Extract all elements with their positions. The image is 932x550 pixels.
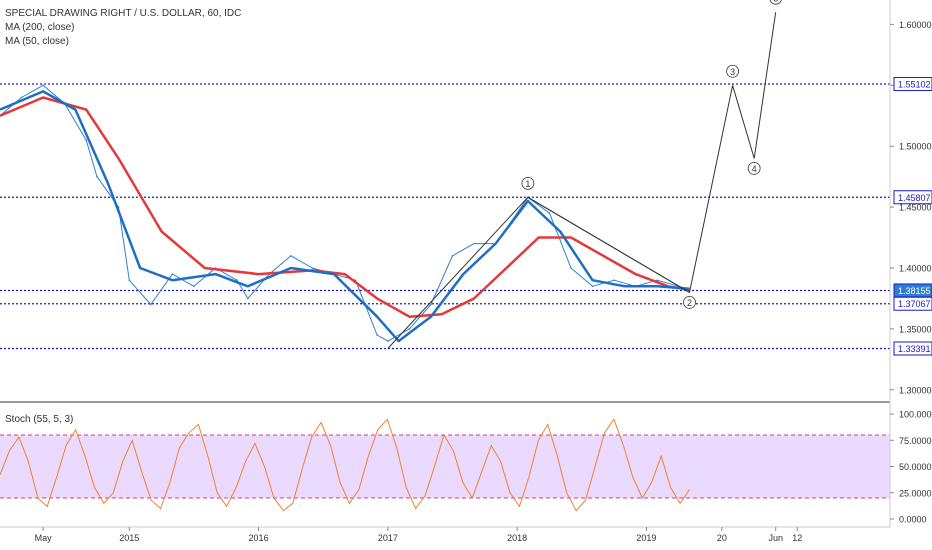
price-series[interactable] [0,84,690,342]
price-point [236,279,238,281]
price-point [20,96,23,99]
stoch-tick-label: 25.0000 [899,488,932,498]
price-tick-label: 1.50000 [899,142,932,152]
time-tick-label: Jun [768,533,783,543]
price-point [591,285,594,288]
price-point [42,84,44,87]
price-point [656,279,658,281]
level-label: 1.45807 [898,193,931,203]
stoch-band [0,435,890,498]
time-tick-label: 20 [717,533,727,543]
price-pane[interactable]: 1 2 3 4 5 [0,0,890,350]
chart-legend: SPECIAL DRAWING RIGHT / U.S. DOLLAR, 60,… [5,7,241,49]
price-point [548,212,551,214]
wave-marker[interactable] [683,295,696,309]
price-point [430,303,432,306]
level-label: 1.55102 [898,80,931,90]
wave-label: 5 [773,0,778,4]
level-label: 1.38155 [898,286,931,296]
price-point [246,297,249,300]
price-point [150,303,152,306]
time-tick-label: 2015 [119,533,139,543]
time-tick-label: May [35,533,53,543]
price-tick-label: 1.45000 [899,203,932,213]
wave-marker[interactable] [769,0,782,5]
level-label-box [893,296,932,311]
oscillator-pane[interactable] [0,418,890,512]
wave-label: 3 [730,67,735,77]
wave-label: 4 [752,164,757,174]
time-tick-label: 12 [792,533,802,543]
stoch-tick-label: 50.0000 [899,462,932,472]
price-point [408,328,411,330]
wave-label: 1 [525,179,530,189]
price-point [311,267,314,269]
price-point [387,340,389,342]
stoch-legend[interactable]: Stoch (55, 5, 3) [5,414,74,425]
stoch-series[interactable] [0,418,690,512]
wave-label: 2 [687,298,692,308]
level-label: 1.37067 [898,299,931,309]
price-tick-label: 1.60000 [899,20,932,30]
level-label: 1.33391 [898,344,931,354]
price-point [193,285,195,288]
time-tick-label: 2017 [378,533,398,543]
wave-marker[interactable] [521,176,535,190]
price-point [96,175,98,178]
wave-trend-line[interactable] [527,196,690,293]
elliott-wave-path[interactable] [387,12,777,349]
ma50-legend[interactable]: MA (50, close) [5,36,69,47]
price-tick-label: 1.35000 [899,324,932,334]
time-tick-label: 2019 [636,533,656,543]
level-label-box [893,190,932,205]
price-point [473,242,475,245]
time-tick-label: 2018 [507,533,527,543]
price-point [85,139,87,141]
wave-marker[interactable] [747,161,761,175]
ma50-series[interactable] [0,90,690,343]
price-point [171,273,174,275]
price-tick-label: 1.30000 [899,385,932,395]
symbol-title[interactable]: SPECIAL DRAWING RIGHT / U.S. DOLLAR, 60,… [5,8,242,19]
wave-marker[interactable] [726,64,740,78]
price-point [613,279,615,281]
ma200-legend[interactable]: MA (200, close) [5,22,75,33]
price-point [570,267,572,269]
level-label-box [893,341,932,356]
stoch-tick-label: 100.0000 [899,410,932,420]
price-tick-label: 1.40000 [899,264,932,274]
price-point [376,334,378,336]
price-point [451,255,454,257]
price-point [128,279,131,281]
stoch-tick-label: 0.0000 [899,515,927,525]
stoch-tick-label: 75.0000 [899,436,932,446]
ma200-series[interactable] [0,96,690,318]
level-label-box [893,77,932,92]
price-point [290,255,292,257]
time-tick-label: 2016 [249,533,269,543]
